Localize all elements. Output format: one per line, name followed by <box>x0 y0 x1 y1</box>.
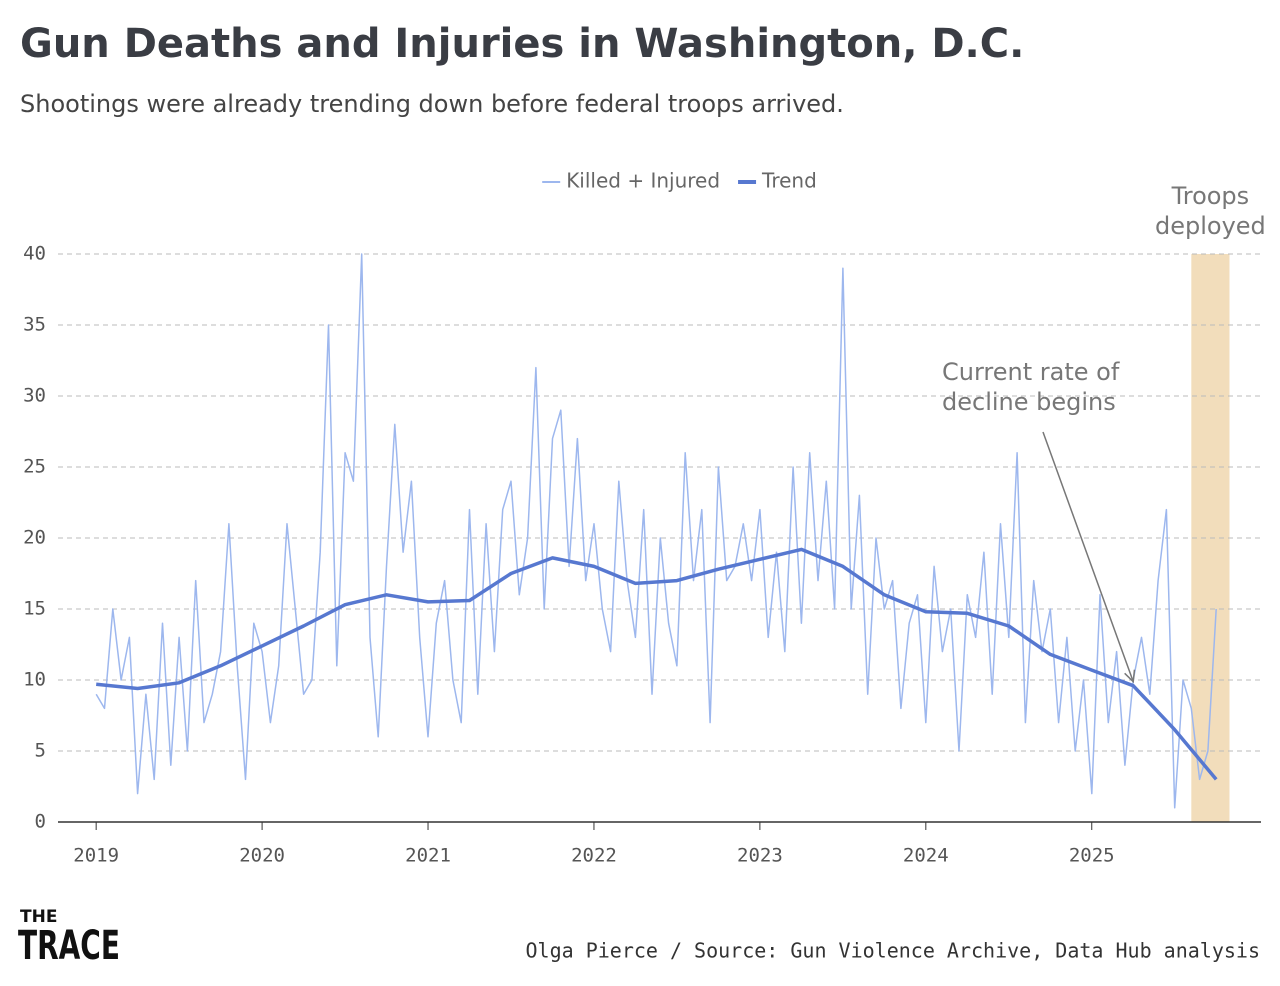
annotation-text: decline begins <box>942 388 1116 416</box>
y-tick-label: 20 <box>23 527 46 549</box>
annotation-arrow <box>1042 431 1134 682</box>
x-tick-label: 2019 <box>73 845 119 867</box>
annotation-text: Current rate of <box>942 358 1120 386</box>
y-tick-label: 5 <box>35 740 46 762</box>
shaded-label: deployed <box>1155 212 1266 240</box>
annotation-arrowhead <box>1124 669 1136 684</box>
y-tick-label: 0 <box>35 811 46 833</box>
series-line <box>95 253 1217 809</box>
y-tick-label: 30 <box>23 385 46 407</box>
x-tick-label: 2020 <box>239 845 285 867</box>
legend-label: Trend <box>761 169 817 193</box>
x-tick-label: 2025 <box>1069 845 1115 867</box>
y-tick-label: 35 <box>23 314 46 336</box>
chart-subtitle: Shootings were already trending down bef… <box>20 90 844 118</box>
y-tick-label: 40 <box>23 243 46 265</box>
y-tick-label: 10 <box>23 669 46 691</box>
legend-label: Killed + Injured <box>566 169 720 193</box>
y-tick-label: 25 <box>23 456 46 478</box>
x-tick-label: 2021 <box>405 845 451 867</box>
logo-top: THE <box>20 907 57 927</box>
series-line <box>96 547 1218 781</box>
chart-title: Gun Deaths and Injuries in Washington, D… <box>20 21 1024 67</box>
x-tick-label: 2023 <box>737 845 783 867</box>
x-tick-label: 2024 <box>903 845 949 867</box>
x-tick-label: 2022 <box>571 845 617 867</box>
legend: Killed + Injured Trend <box>542 169 817 193</box>
y-tick-label: 15 <box>23 598 46 620</box>
credit: Olga Pierce / Source: Gun Violence Archi… <box>525 939 1260 963</box>
shaded-label: Troops <box>1171 182 1250 210</box>
logo-main: TRACE <box>18 923 120 969</box>
